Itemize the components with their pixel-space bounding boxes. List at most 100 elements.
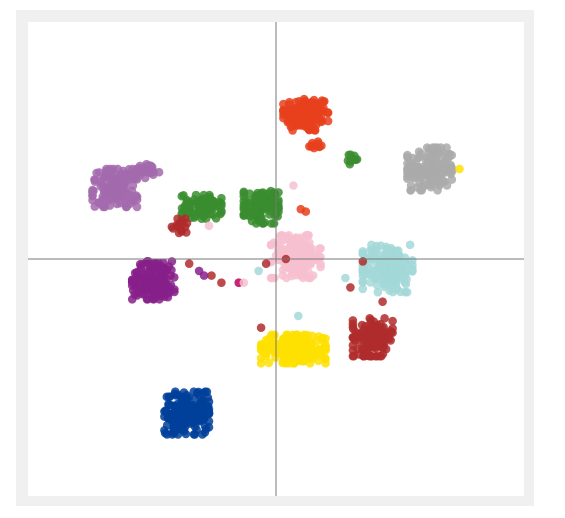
data-point-outlier (289, 181, 298, 190)
data-point-cluster-10 (392, 285, 401, 294)
data-point-cluster-11 (167, 257, 177, 266)
data-point-cluster-3 (428, 143, 438, 152)
data-point-cluster-7 (190, 213, 199, 222)
data-point-cluster-12 (359, 351, 369, 361)
data-point-cluster-12 (351, 327, 361, 337)
data-point-cluster-14 (190, 422, 200, 431)
data-point-cluster-9 (276, 231, 285, 241)
data-point-cluster-9 (292, 240, 301, 249)
data-point-cluster-5 (113, 179, 123, 189)
data-point-cluster-10 (372, 246, 381, 255)
data-point-cluster-7 (208, 210, 218, 219)
data-point-outlier (341, 273, 350, 283)
data-point-cluster-12 (349, 351, 359, 361)
data-point-cluster-9 (282, 273, 291, 283)
data-point-cluster-14 (201, 424, 211, 434)
data-point-cluster-3 (431, 176, 441, 186)
data-point-cluster-13 (264, 358, 274, 368)
data-point-cluster-5 (122, 172, 132, 182)
data-point-cluster-13 (317, 351, 326, 361)
data-point-cluster-14 (196, 397, 206, 407)
data-point-cluster-10 (365, 258, 375, 267)
data-point-cluster-13 (314, 332, 324, 341)
data-point-cluster-5 (112, 199, 122, 209)
data-point-cluster-1 (323, 116, 333, 126)
data-point-cluster-1 (290, 107, 299, 117)
data-point-cluster-14 (161, 406, 171, 416)
data-point-cluster-13 (305, 359, 315, 368)
data-point-cluster-1 (307, 98, 317, 107)
data-point-cluster-12 (369, 317, 379, 326)
data-point-cluster-13 (321, 342, 330, 351)
data-point-cluster-13 (273, 340, 282, 349)
data-point-outlier (296, 204, 306, 214)
data-point-cluster-9 (315, 244, 324, 253)
data-point-cluster-6 (142, 162, 152, 171)
data-point-cluster-14 (181, 429, 191, 439)
data-point-cluster-11 (156, 266, 166, 275)
data-point-cluster-14 (180, 410, 189, 419)
data-point-cluster-2 (307, 141, 317, 150)
data-point-cluster-13 (282, 330, 291, 340)
data-point-cluster-8 (260, 197, 269, 207)
data-point-cluster-8 (251, 208, 261, 218)
data-point-cluster-10 (408, 266, 417, 275)
data-point-cluster-13 (285, 359, 294, 368)
data-point-cluster-5 (98, 178, 108, 188)
data-point-cluster-12 (358, 344, 367, 353)
data-point-cluster-3 (442, 143, 451, 152)
data-point-cluster-1 (279, 107, 288, 116)
data-point-cluster-6 (132, 169, 142, 179)
data-point-cluster-8 (274, 188, 283, 197)
data-point-cluster-10 (384, 246, 394, 256)
data-point-cluster-9 (266, 240, 276, 249)
data-point-cluster-1 (319, 97, 328, 107)
data-point-cluster-13 (299, 330, 309, 340)
data-point-cluster-4 (344, 150, 354, 160)
data-point-cluster-10 (405, 240, 415, 250)
data-point-cluster-11 (127, 275, 137, 285)
data-point-cluster-8 (239, 200, 249, 210)
data-point-cluster-7 (199, 190, 209, 200)
data-point-cluster-5 (132, 195, 142, 204)
data-point-outlier (184, 259, 194, 268)
data-point-cluster-9 (305, 247, 314, 256)
data-point-cluster-8 (269, 205, 278, 214)
data-point-cluster-5 (112, 193, 121, 202)
data-point-cluster-12 (375, 335, 385, 344)
data-point-outlier (256, 323, 266, 333)
data-point-cluster-3 (423, 170, 433, 179)
data-point-cluster-8 (257, 213, 266, 222)
data-point-outlier (455, 164, 464, 174)
data-point-cluster-9 (291, 233, 301, 242)
data-point-cluster-10 (378, 271, 387, 281)
data-point-cluster-1 (323, 108, 333, 118)
data-point-outlier (346, 283, 355, 292)
data-point-cluster-9 (303, 267, 313, 276)
data-point-cluster-14 (198, 389, 207, 398)
data-point-cluster-7 (201, 214, 211, 223)
data-point-cluster-12 (377, 351, 386, 361)
data-point-cluster-9 (304, 273, 313, 283)
data-point-cluster-1 (294, 115, 303, 124)
data-point-cluster-13 (298, 356, 308, 366)
data-point-cluster-15 (167, 222, 177, 232)
data-point-cluster-3 (406, 186, 415, 195)
data-point-outlier (358, 257, 368, 266)
data-point-cluster-10 (358, 284, 368, 294)
data-point-cluster-14 (168, 409, 178, 418)
data-point-cluster-5 (88, 191, 97, 200)
data-point-cluster-11 (136, 262, 146, 271)
data-point-cluster-5 (102, 195, 112, 204)
data-point-cluster-3 (426, 182, 436, 192)
data-point-cluster-3 (447, 164, 457, 173)
data-point-cluster-14 (162, 392, 172, 402)
data-point-cluster-8 (269, 219, 279, 228)
data-point-cluster-13 (297, 348, 306, 357)
data-point-cluster-10 (358, 271, 368, 280)
data-point-cluster-14 (184, 401, 194, 410)
data-point-cluster-11 (156, 277, 166, 287)
data-point-cluster-5 (121, 195, 130, 204)
data-point-cluster-10 (373, 287, 383, 297)
data-point-cluster-4 (352, 155, 362, 164)
